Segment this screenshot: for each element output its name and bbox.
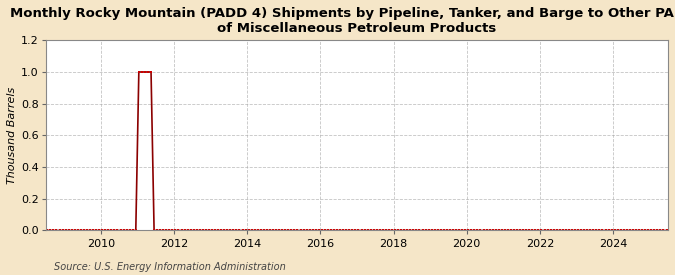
Y-axis label: Thousand Barrels: Thousand Barrels [7,87,17,184]
Title: Monthly Rocky Mountain (PADD 4) Shipments by Pipeline, Tanker, and Barge to Othe: Monthly Rocky Mountain (PADD 4) Shipment… [10,7,675,35]
Text: Source: U.S. Energy Information Administration: Source: U.S. Energy Information Administ… [54,262,286,272]
